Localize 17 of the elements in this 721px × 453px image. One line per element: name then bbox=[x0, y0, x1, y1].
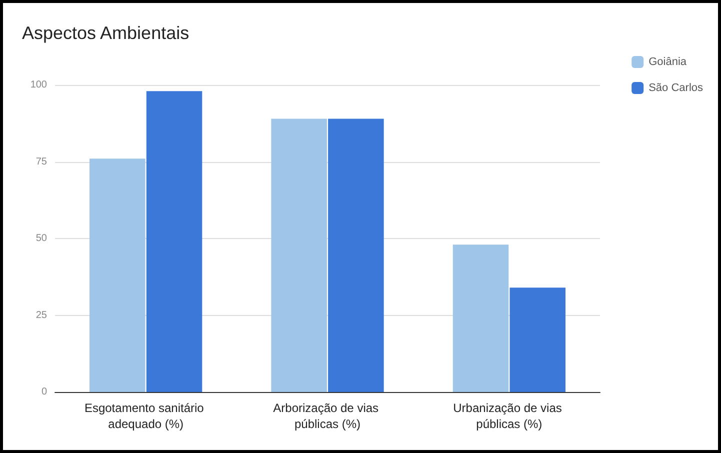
x-tick-label: Urbanização de vias públicas (%) bbox=[453, 401, 566, 431]
chart-title: Aspectos Ambientais bbox=[22, 23, 190, 43]
x-tick-label: Esgotamento sanitário adequado (%) bbox=[84, 401, 208, 431]
y-tick-label: 75 bbox=[36, 156, 48, 168]
y-tick-label: 100 bbox=[30, 80, 48, 90]
x-tick-label: Arborização de vias públicas (%) bbox=[273, 401, 382, 431]
bar bbox=[90, 158, 146, 392]
legend-label: Goiânia bbox=[648, 56, 688, 68]
y-tick-label: 50 bbox=[36, 233, 48, 244]
bar bbox=[328, 118, 384, 392]
bar bbox=[510, 288, 566, 392]
bar bbox=[452, 244, 509, 392]
y-tick-label: 25 bbox=[36, 310, 48, 321]
bar bbox=[146, 91, 202, 392]
bar bbox=[271, 118, 327, 392]
legend-label: São Carlos bbox=[648, 82, 704, 94]
y-tick-label: 0 bbox=[41, 386, 48, 398]
